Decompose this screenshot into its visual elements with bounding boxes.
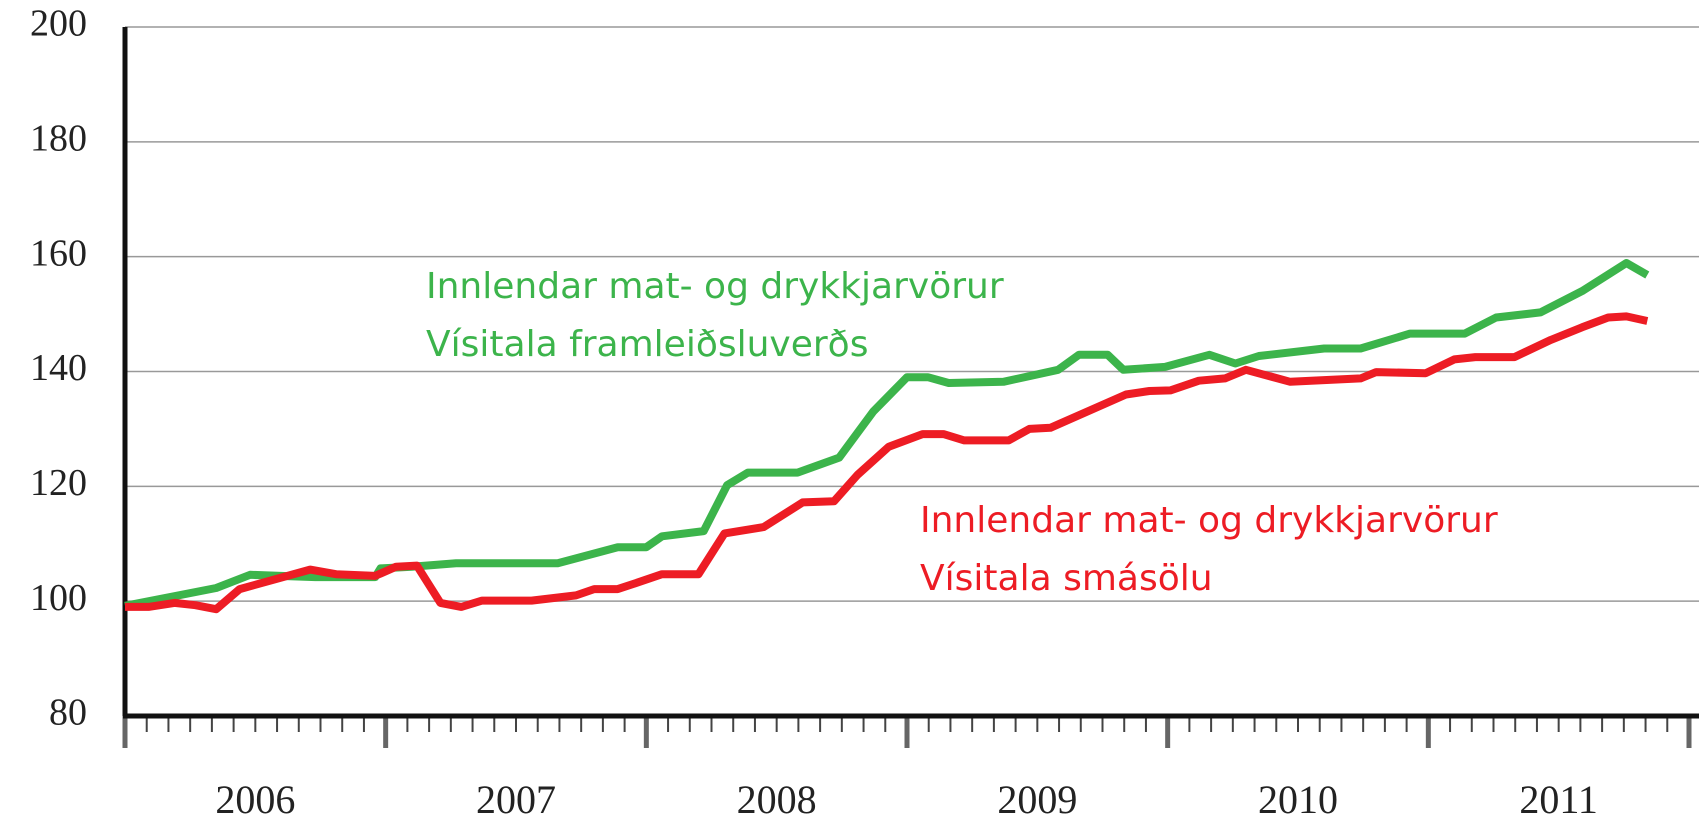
x-tick-label: 2006: [215, 777, 295, 822]
x-tick-label: 2011: [1519, 777, 1598, 822]
x-tick-label: 2009: [997, 777, 1077, 822]
annotation: Vísitala smásölu: [920, 558, 1213, 599]
y-tick-label: 180: [30, 118, 87, 160]
x-tick-label: 2010: [1258, 777, 1338, 822]
annotation: Innlendar mat- og drykkjarvörur: [426, 266, 1004, 307]
x-tick-label: 2007: [476, 777, 556, 822]
x-tick-label: 2008: [737, 777, 817, 822]
series-line: [124, 259, 1650, 610]
y-tick-label: 140: [30, 347, 87, 389]
series-line: [125, 312, 1649, 614]
annotation: Innlendar mat- og drykkjarvörur: [920, 500, 1498, 541]
y-tick-label: 160: [30, 232, 87, 274]
y-tick-label: 80: [49, 692, 87, 734]
y-tick-label: 100: [30, 577, 87, 619]
y-tick-label: 120: [30, 462, 87, 504]
y-tick-label: 200: [30, 3, 87, 45]
annotation: Vísitala framleiðsluverðs: [426, 324, 868, 365]
